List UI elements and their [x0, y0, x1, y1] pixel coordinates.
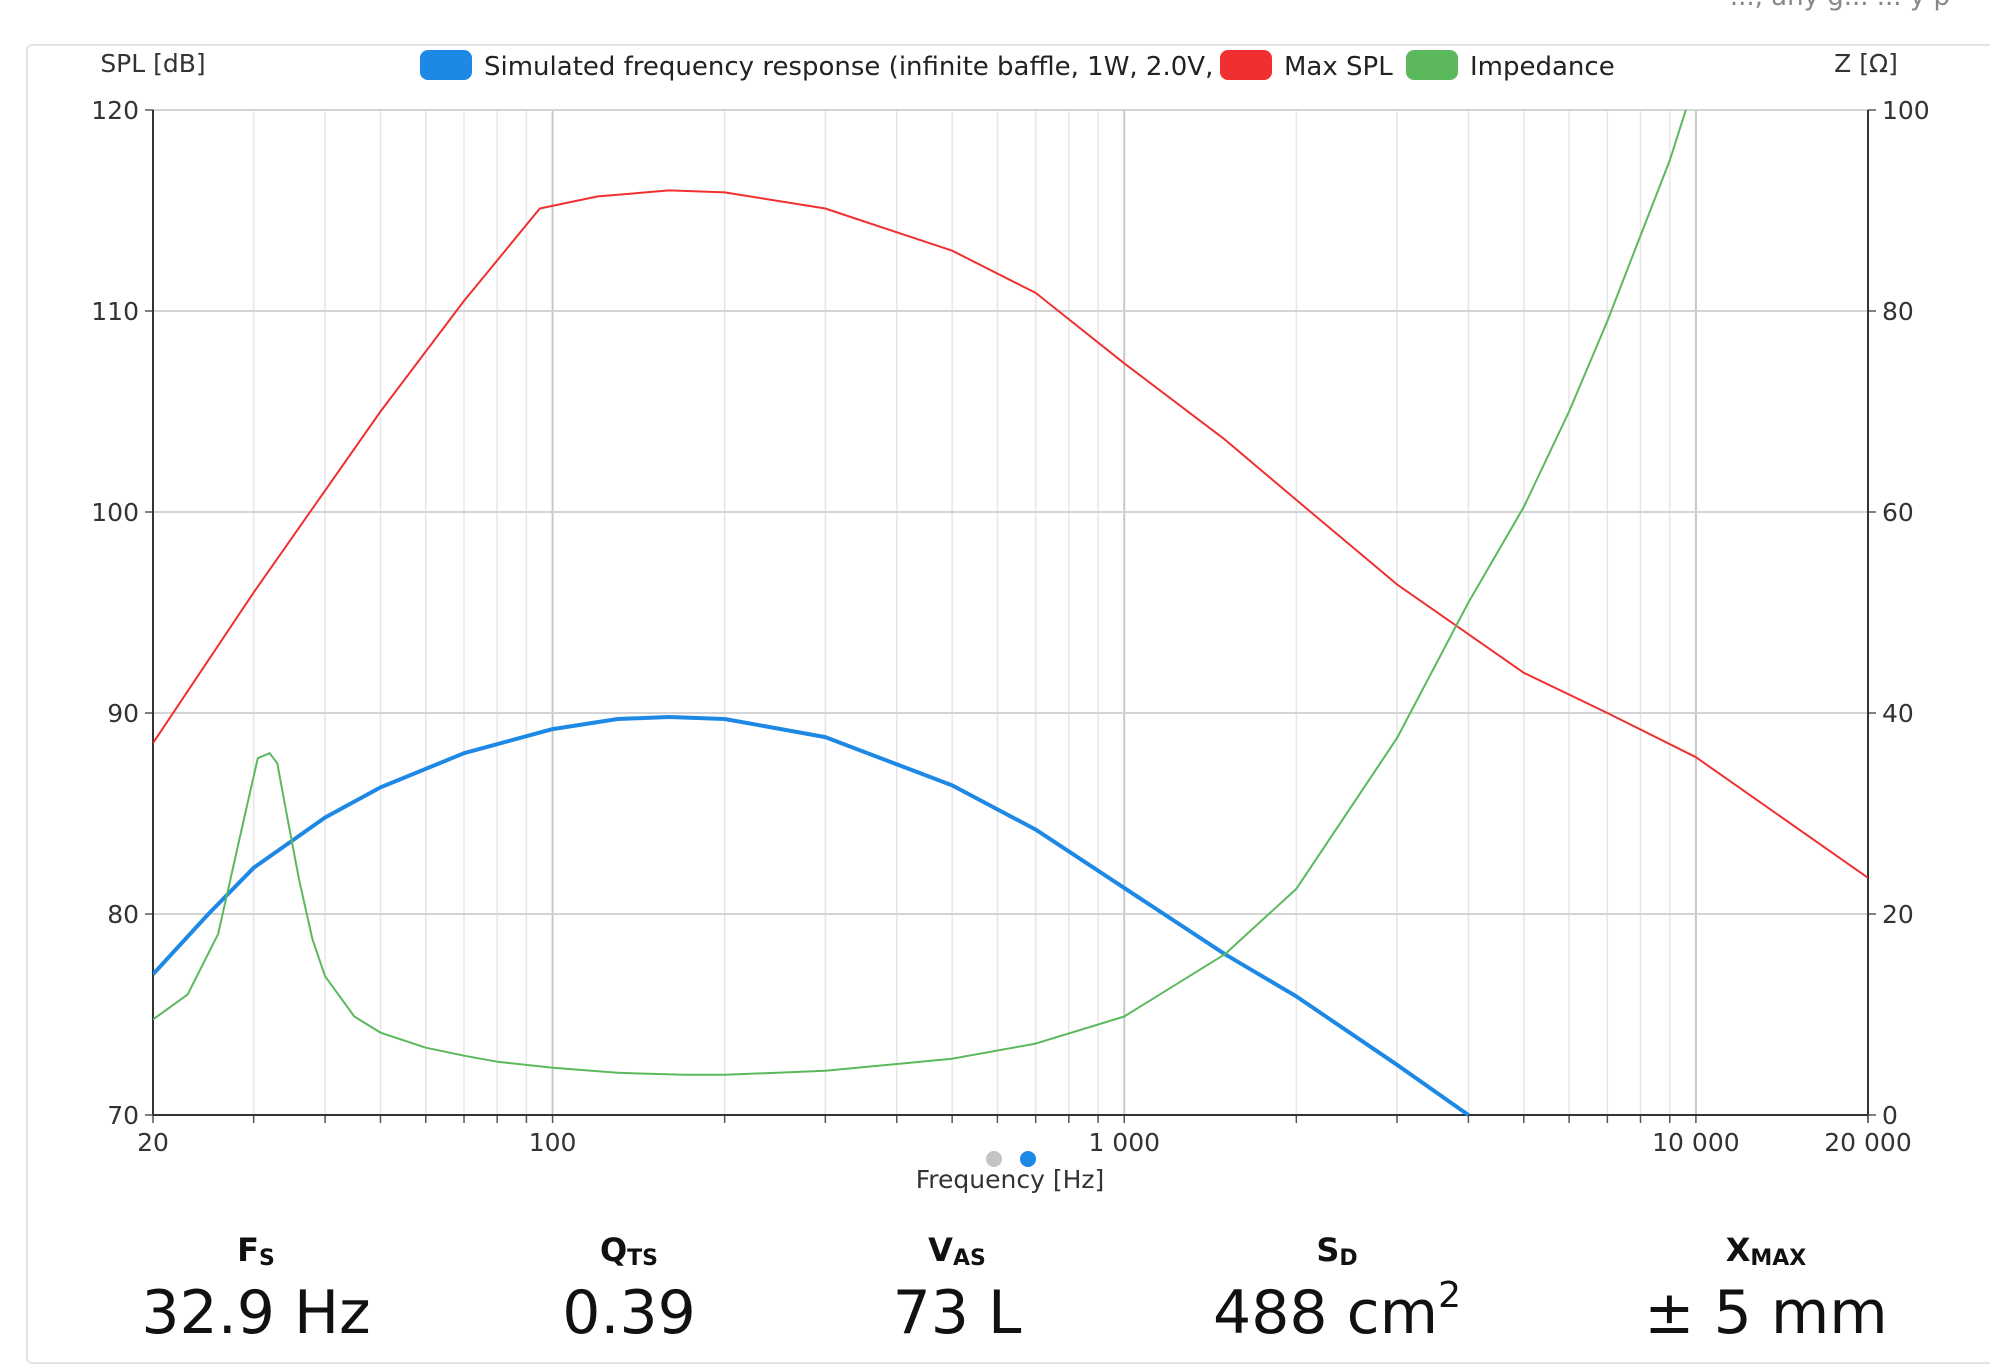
y-left-axis-title: SPL [dB]: [100, 49, 205, 78]
stat-qts: QTS 0.39: [562, 1232, 696, 1345]
x-tick-label: 20 000: [1824, 1128, 1911, 1157]
stat-xmax-label: XMAX: [1725, 1231, 1807, 1271]
x-tick-label: 20: [137, 1128, 169, 1157]
series-line-0: [153, 715, 1470, 1117]
speaker-parameters: FS 32.9 Hz QTS 0.39 VAS 73 L SD 488 cm2 …: [0, 1232, 1990, 1345]
y-left-tick-label: 80: [107, 900, 139, 929]
stat-vas-value: 73 L: [892, 1278, 1022, 1348]
stat-qts-label: QTS: [599, 1231, 659, 1271]
x-tick-label: 10 000: [1652, 1128, 1739, 1157]
x-axis-title: Frequency [Hz]: [916, 1165, 1105, 1194]
y-right-tick-label: 0: [1882, 1101, 1898, 1130]
chart-card: [26, 44, 1990, 1364]
stat-vas-label: VAS: [928, 1231, 986, 1271]
legend-label-2: Impedance: [1470, 52, 1615, 82]
y-left-tick-label: 100: [91, 498, 139, 527]
y-left-tick-label: 120: [91, 96, 139, 125]
y-right-axis-title: Z [Ω]: [1834, 49, 1898, 78]
stat-fs: FS 32.9 Hz: [141, 1232, 370, 1345]
stat-xmax-value: ± 5 mm: [1644, 1278, 1888, 1348]
y-left-tick-label: 110: [91, 297, 139, 326]
y-right-tick-label: 60: [1882, 498, 1914, 527]
legend-swatch-1: [1220, 50, 1272, 80]
stat-qts-value: 0.39: [562, 1278, 696, 1348]
stat-sd-label: SD: [1316, 1231, 1358, 1271]
y-right-tick-label: 100: [1882, 96, 1930, 125]
stat-fs-label: FS: [237, 1231, 275, 1271]
legend-label-0: Simulated frequency response (infinite b…: [484, 52, 1274, 82]
stat-vas: VAS 73 L: [893, 1232, 1022, 1345]
y-right-tick-label: 80: [1882, 297, 1914, 326]
y-right-tick-label: 20: [1882, 900, 1914, 929]
stat-fs-value: 32.9 Hz: [141, 1278, 371, 1348]
x-tick-label: 100: [529, 1128, 577, 1157]
legend-swatch-0: [420, 50, 472, 80]
stat-sd: SD 488 cm2: [1213, 1232, 1461, 1345]
y-left-tick-label: 70: [107, 1101, 139, 1130]
stat-sd-value: 488 cm2: [1213, 1275, 1461, 1348]
top-strip-text: ..., any g... ... y p: [1730, 0, 1950, 12]
pager-dot-active: [1020, 1151, 1036, 1167]
stat-xmax: XMAX ± 5 mm: [1644, 1232, 1888, 1345]
legend-swatch-2: [1406, 50, 1458, 80]
pager-dot-inactive: [986, 1151, 1002, 1167]
top-strip: ..., any g... ... y p: [0, 0, 1990, 44]
y-left-tick-label: 90: [107, 699, 139, 728]
y-right-tick-label: 40: [1882, 699, 1914, 728]
series-line-2: [153, 109, 1687, 1076]
x-tick-label: 1 000: [1088, 1128, 1160, 1157]
legend-label-1: Max SPL: [1284, 52, 1393, 82]
series-line-1: [153, 189, 1868, 879]
